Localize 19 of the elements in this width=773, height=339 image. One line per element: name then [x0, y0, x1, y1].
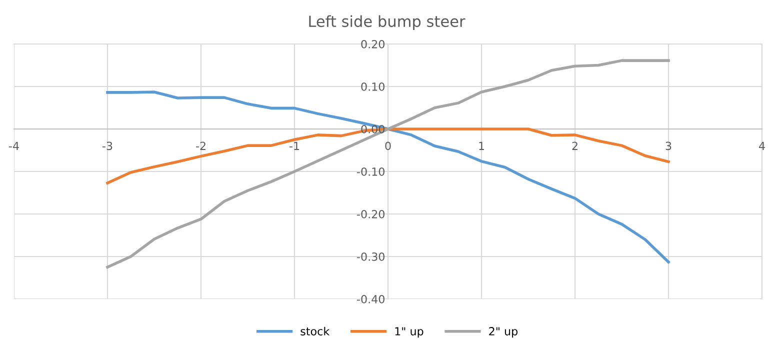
- y-tick-label: -0.10: [357, 167, 384, 176]
- x-tick-label: 3: [666, 142, 672, 150]
- legend-label: stock: [300, 326, 330, 336]
- x-tick-label: -3: [102, 142, 112, 150]
- x-tick-label: 4: [759, 142, 765, 150]
- y-tick-label: -0.30: [357, 252, 384, 261]
- x-tick-label: 2: [572, 142, 578, 150]
- chart-title: Left side bump steer: [309, 15, 466, 30]
- x-tick-label: 1: [479, 142, 484, 150]
- y-tick-label: 0.20: [361, 40, 384, 48]
- legend-label: 2" up: [489, 327, 518, 338]
- x-tick-label: -4: [9, 142, 19, 150]
- y-tick-label: 0.10: [361, 82, 384, 91]
- x-tick-label: -2: [196, 142, 206, 150]
- legend-label: 1" up: [395, 327, 424, 338]
- y-tick-label: -0.40: [357, 294, 384, 304]
- y-tick-label: -0.20: [357, 210, 384, 218]
- x-tick-label: 0: [385, 142, 391, 150]
- x-tick-label: -1: [290, 142, 300, 150]
